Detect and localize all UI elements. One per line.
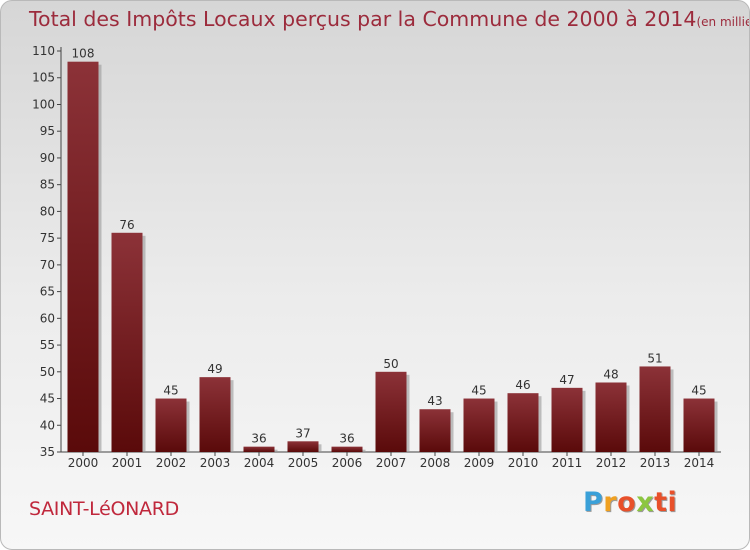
x-tick-label: 2008 [420, 456, 451, 470]
y-tick-label: 105 [32, 71, 55, 85]
y-tick-label: 40 [40, 418, 55, 432]
bar-value-label: 45 [163, 384, 178, 398]
bar-value-label: 76 [119, 218, 134, 232]
bar-2011 [551, 387, 583, 452]
x-tick-label: 2002 [156, 456, 187, 470]
bar-value-label: 45 [471, 384, 486, 398]
x-tick-label: 2005 [288, 456, 319, 470]
bar-value-label: 36 [339, 432, 354, 446]
y-tick-label: 55 [40, 338, 55, 352]
x-tick-label: 2000 [68, 456, 99, 470]
y-tick-label: 50 [40, 365, 55, 379]
bar-value-label: 48 [603, 367, 618, 381]
bar-2013 [639, 366, 671, 452]
bar-value-label: 47 [559, 373, 574, 387]
bar-2008 [419, 409, 451, 452]
bar-2012 [595, 382, 627, 452]
x-tick-label: 2001 [112, 456, 143, 470]
bar-value-label: 36 [251, 432, 266, 446]
y-tick-label: 75 [40, 231, 55, 245]
y-tick-label: 70 [40, 258, 55, 272]
y-tick-label: 60 [40, 311, 55, 325]
bar-value-label: 46 [515, 378, 530, 392]
y-tick-label: 110 [32, 44, 55, 58]
bar-2001 [111, 232, 143, 452]
bar-2009 [463, 398, 495, 452]
y-tick-label: 85 [40, 178, 55, 192]
bar-2007 [375, 371, 407, 452]
bar-value-label: 37 [295, 426, 310, 440]
bar-value-label: 43 [427, 394, 442, 408]
chart-title-row: Total des Impôts Locaux perçus par la Co… [29, 7, 749, 31]
x-tick-label: 2013 [640, 456, 671, 470]
chart-title: Total des Impôts Locaux perçus par la Co… [29, 7, 697, 31]
proxiti-logo: Proxti [583, 487, 678, 518]
x-tick-label: 2014 [684, 456, 715, 470]
bar-2006 [331, 446, 363, 452]
x-tick-label: 2003 [200, 456, 231, 470]
bar-value-label: 50 [383, 357, 398, 371]
y-tick-label: 95 [40, 124, 55, 138]
x-tick-label: 2012 [596, 456, 627, 470]
bar-2000 [67, 61, 99, 453]
y-tick-label: 65 [40, 285, 55, 299]
y-tick-label: 35 [40, 445, 55, 459]
y-tick-label: 80 [40, 204, 55, 218]
x-tick-label: 2006 [332, 456, 363, 470]
bar-2002 [155, 398, 187, 452]
bar-2010 [507, 393, 539, 452]
bar-2014 [683, 398, 715, 452]
y-tick-label: 45 [40, 392, 55, 406]
y-tick-label: 90 [40, 151, 55, 165]
x-tick-label: 2009 [464, 456, 495, 470]
bar-value-label: 45 [691, 384, 706, 398]
x-tick-label: 2010 [508, 456, 539, 470]
bar-value-label: 108 [72, 47, 95, 61]
bar-2003 [199, 377, 231, 452]
unit-note: (en milliers d'€) [696, 15, 749, 29]
bar-2004 [243, 446, 275, 452]
y-tick-label: 100 [32, 97, 55, 111]
x-tick-label: 2004 [244, 456, 275, 470]
x-tick-label: 2007 [376, 456, 407, 470]
bar-2005 [287, 441, 319, 452]
bar-value-label: 49 [207, 362, 222, 376]
commune-name: SAINT-LéONARD [29, 498, 179, 520]
x-tick-label: 2011 [552, 456, 583, 470]
bar-value-label: 51 [647, 351, 662, 365]
